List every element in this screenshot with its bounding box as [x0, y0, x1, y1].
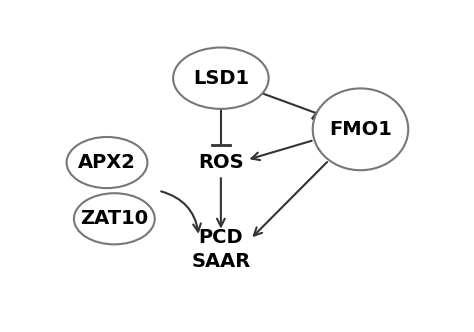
Ellipse shape [173, 47, 269, 109]
Text: PCD
SAAR: PCD SAAR [191, 228, 250, 271]
Text: ROS: ROS [198, 153, 244, 172]
Text: LSD1: LSD1 [193, 69, 249, 88]
Ellipse shape [313, 88, 408, 170]
Text: ZAT10: ZAT10 [80, 209, 148, 228]
Text: FMO1: FMO1 [329, 120, 392, 139]
Ellipse shape [66, 137, 147, 188]
Ellipse shape [74, 193, 155, 244]
Text: APX2: APX2 [78, 153, 136, 172]
